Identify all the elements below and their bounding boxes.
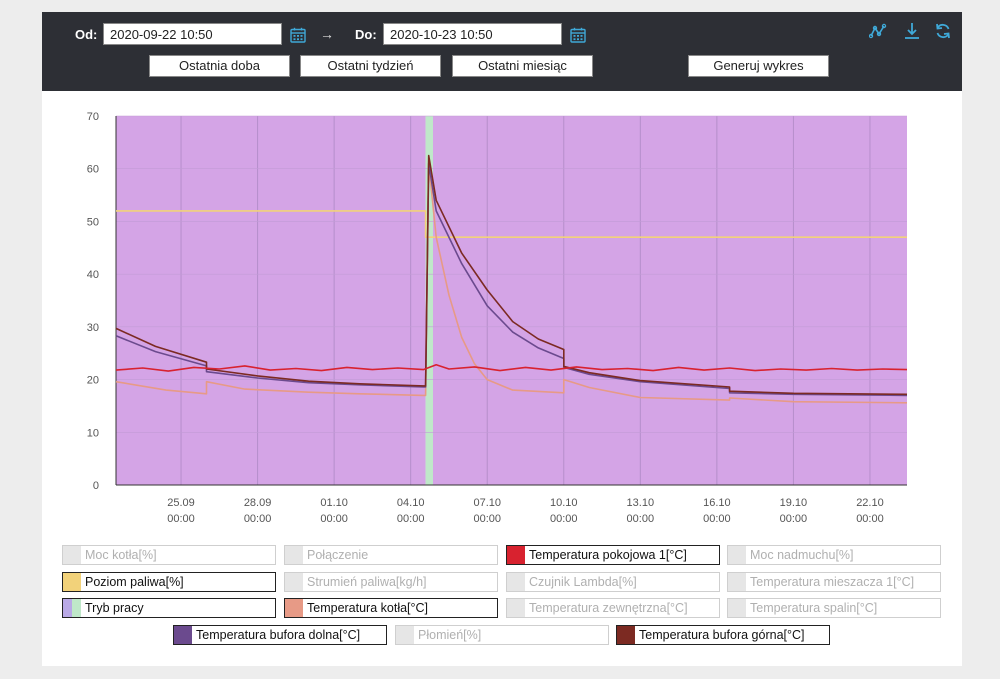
legend-swatch: [728, 546, 746, 564]
y-tick-label: 20: [87, 375, 99, 387]
x-tick-label: 00:00: [703, 513, 731, 525]
legend-swatch: [63, 599, 81, 617]
x-tick-label: 25.09: [167, 497, 195, 509]
legend-item[interactable]: Połączenie: [284, 545, 498, 565]
y-tick-label: 60: [87, 164, 99, 176]
range-arrow: →: [320, 26, 334, 42]
legend-label: Temperatura mieszacza 1[°C]: [750, 575, 915, 589]
calendar-icon[interactable]: [570, 27, 586, 43]
legend-item[interactable]: Tryb pracy: [62, 598, 276, 618]
y-tick-label: 0: [93, 480, 99, 492]
x-tick-label: 01.10: [320, 497, 348, 509]
download-icon[interactable]: [903, 22, 921, 40]
legend-swatch: [728, 599, 746, 617]
last-month-button[interactable]: Ostatni miesiąc: [452, 55, 593, 77]
legend-item[interactable]: Poziom paliwa[%]: [62, 572, 276, 592]
y-tick-label: 40: [87, 269, 99, 281]
x-tick-label: 00:00: [320, 513, 348, 525]
legend-label: Temperatura bufora dolna[°C]: [196, 628, 361, 642]
chart-series-icon[interactable]: [869, 22, 887, 40]
y-tick-label: 70: [87, 111, 99, 123]
legend-item[interactable]: Czujnik Lambda[%]: [506, 572, 720, 592]
x-tick-label: 00:00: [167, 513, 195, 525]
series-line-temperatura-kot-a-c: [115, 162, 908, 404]
legend-item[interactable]: Temperatura zewnętrzna[°C]: [506, 598, 720, 618]
series-line-temperatura-pokojowa-1-c: [115, 363, 908, 372]
series-line-temperatura-bufora-gorna-c: [115, 154, 908, 396]
legend-swatch: [285, 546, 303, 564]
x-tick-label: 00:00: [627, 513, 655, 525]
legend-label: Strumień paliwa[kg/h]: [307, 575, 427, 589]
tryb-pracy-band: [433, 116, 907, 485]
legend-label: Poziom paliwa[%]: [85, 575, 184, 589]
refresh-icon[interactable]: [934, 22, 952, 40]
x-tick-label: 10.10: [550, 497, 578, 509]
legend-label: Połączenie: [307, 548, 369, 562]
legend-label: Moc nadmuchu[%]: [750, 548, 854, 562]
legend-label: Temperatura bufora górna[°C]: [639, 628, 805, 642]
legend-label: Czujnik Lambda[%]: [529, 575, 637, 589]
from-date-input[interactable]: [103, 23, 282, 45]
x-tick-label: 28.09: [244, 497, 272, 509]
from-label: Od:: [75, 27, 98, 42]
generate-chart-button[interactable]: Generuj wykres: [688, 55, 829, 77]
legend-swatch: [285, 573, 303, 591]
legend-swatch: [617, 626, 635, 644]
line-chart: 0 10 20 30 40 50 60 70 25.09 00:00 28.09 00:00 01.10…: [87, 111, 908, 525]
x-tick-label: 00:00: [550, 513, 578, 525]
series-line-temperatura-bufora-dolna-c: [115, 162, 908, 397]
legend-swatch: [507, 573, 525, 591]
x-tick-label: 07.10: [473, 497, 501, 509]
x-tick-label: 22.10: [856, 497, 884, 509]
x-tick-label: 00:00: [244, 513, 272, 525]
x-tick-label: 04.10: [397, 497, 425, 509]
legend-label: Tryb pracy: [85, 601, 144, 615]
legend-label: Temperatura zewnętrzna[°C]: [529, 601, 688, 615]
legend-swatch: [507, 599, 525, 617]
legend-swatch: [507, 546, 525, 564]
to-label: Do:: [355, 27, 377, 42]
legend-item[interactable]: Płomień[%]: [395, 625, 609, 645]
tryb-pracy-band: [116, 116, 426, 485]
y-tick-label: 30: [87, 322, 99, 334]
legend-swatch: [63, 573, 81, 591]
legend-label: Temperatura pokojowa 1[°C]: [529, 548, 687, 562]
legend-label: Temperatura kotła[°C]: [307, 601, 429, 615]
toolbar: Od: → Do: Ostatnia doba Ostatni tydzień …: [42, 12, 962, 91]
series-line-poziom-paliwa: [116, 210, 907, 238]
legend-label: Płomień[%]: [418, 628, 482, 642]
calendar-icon[interactable]: [290, 27, 306, 43]
legend-swatch: [396, 626, 414, 644]
legend-label: Moc kotła[%]: [85, 548, 157, 562]
chart-card: Od: → Do: Ostatnia doba Ostatni tydzień …: [42, 12, 962, 666]
tryb-pracy-band: [425, 116, 434, 485]
x-tick-label: 00:00: [856, 513, 884, 525]
legend-item[interactable]: Temperatura bufora górna[°C]: [616, 625, 830, 645]
x-tick-label: 00:00: [397, 513, 425, 525]
legend-item[interactable]: Temperatura bufora dolna[°C]: [173, 625, 387, 645]
legend-swatch: [174, 626, 192, 644]
legend-item[interactable]: Strumień paliwa[kg/h]: [284, 572, 498, 592]
legend-swatch: [285, 599, 303, 617]
legend-swatch: [63, 546, 81, 564]
x-tick-label: 00:00: [473, 513, 501, 525]
legend-item[interactable]: Temperatura mieszacza 1[°C]: [727, 572, 941, 592]
legend-label: Temperatura spalin[°C]: [750, 601, 878, 615]
legend-item[interactable]: Temperatura pokojowa 1[°C]: [506, 545, 720, 565]
legend-item[interactable]: Temperatura kotła[°C]: [284, 598, 498, 618]
legend-item[interactable]: Temperatura spalin[°C]: [727, 598, 941, 618]
legend-swatch: [728, 573, 746, 591]
legend-item[interactable]: Moc nadmuchu[%]: [727, 545, 941, 565]
legend-item[interactable]: Moc kotła[%]: [62, 545, 276, 565]
last-day-button[interactable]: Ostatnia doba: [149, 55, 290, 77]
to-date-input[interactable]: [383, 23, 562, 45]
y-tick-label: 10: [87, 427, 99, 439]
x-tick-label: 19.10: [780, 497, 808, 509]
x-tick-label: 13.10: [627, 497, 655, 509]
x-tick-label: 16.10: [703, 497, 731, 509]
y-tick-label: 50: [87, 216, 99, 228]
x-tick-label: 00:00: [780, 513, 808, 525]
last-week-button[interactable]: Ostatni tydzień: [300, 55, 441, 77]
